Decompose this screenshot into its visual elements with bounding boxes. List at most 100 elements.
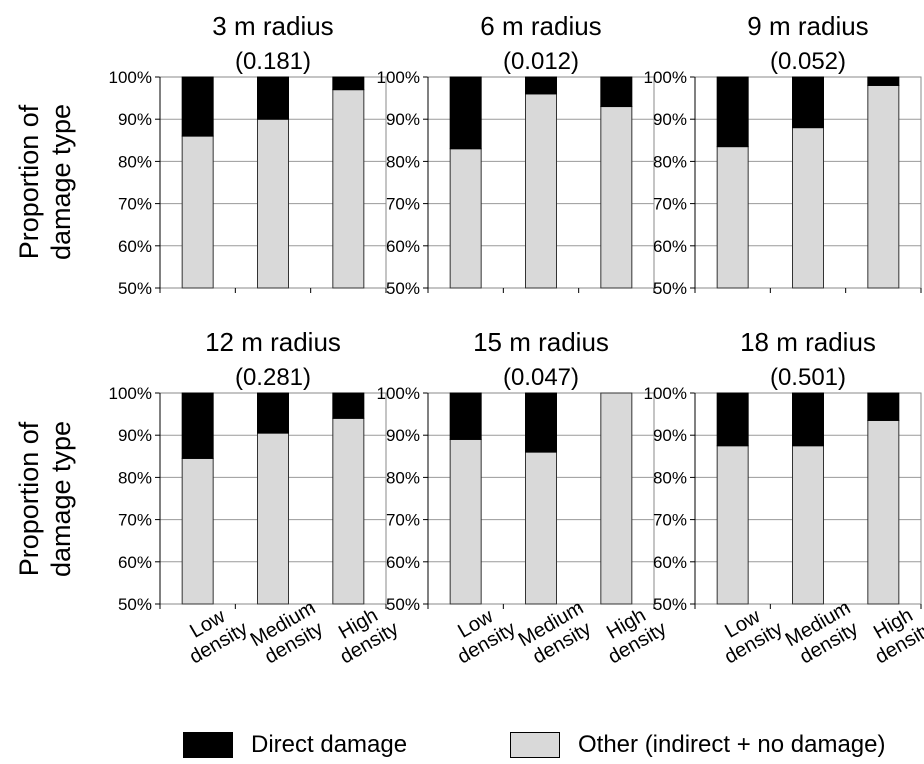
y-tick-label: 50% — [653, 279, 687, 298]
bar-direct — [257, 392, 289, 434]
y-tick-label: 80% — [653, 468, 687, 487]
bar-direct — [600, 76, 633, 108]
y-axis-label-line-1: Proportion of — [14, 104, 44, 259]
bar-direct — [792, 392, 824, 447]
y-tick-label: 50% — [118, 595, 152, 614]
bar-direct — [332, 76, 365, 91]
panel-title: 9 m radius — [747, 11, 868, 41]
y-tick-label: 100% — [644, 68, 687, 87]
panel-title: 3 m radius — [212, 11, 333, 41]
y-tick-label: 90% — [653, 110, 687, 129]
bar-direct — [867, 76, 900, 86]
x-tick-label: Lowdensity — [175, 599, 252, 669]
y-tick-label: 70% — [118, 195, 152, 214]
y-axis-label-line-2: damage type — [46, 421, 76, 577]
y-tick-label: 60% — [118, 237, 152, 256]
y-axis-label-bottom-row: Proportion of damage type — [14, 421, 76, 577]
y-tick-label: 70% — [118, 511, 152, 530]
bar-direct — [449, 76, 482, 150]
bar-other — [600, 392, 633, 605]
x-tick-label: Lowdensity — [443, 599, 520, 669]
y-tick-label: 60% — [653, 237, 687, 256]
bar-other — [257, 118, 289, 289]
y-tick-label: 60% — [118, 553, 152, 572]
chart-panel: 3 m radius (0.181) 50% 60% 70% 80% 90% 100% — [109, 11, 387, 298]
bar-other — [600, 106, 633, 289]
y-tick-label: 80% — [118, 152, 152, 171]
bar-other — [716, 445, 749, 605]
bar-other — [525, 451, 557, 605]
y-tick-label: 90% — [118, 110, 152, 129]
bar-other — [449, 438, 482, 605]
stacked-bar-chart-grid: Proportion of damage type Proportion of … — [14, 11, 924, 671]
panel-subtitle: (0.501) — [770, 364, 846, 391]
y-tick-label: 70% — [386, 195, 420, 214]
y-tick-label: 50% — [118, 279, 152, 298]
y-tick-label: 80% — [118, 468, 152, 487]
chart-panel: 15 m radius (0.047) 50% 60% 70% 80% 90% 100% Low… — [377, 327, 671, 671]
y-tick-label: 100% — [109, 384, 152, 403]
bar-direct — [181, 392, 214, 459]
x-tick-label: Mediumdensity — [515, 597, 599, 671]
y-tick-label: 90% — [118, 426, 152, 445]
chart-panel: 18 m radius (0.501) 50% 60% 70% 80% 90% 100% Low… — [644, 327, 924, 669]
bar-direct — [332, 392, 365, 419]
bar-direct — [181, 76, 214, 137]
y-tick-label: 100% — [377, 68, 420, 87]
bar-direct — [525, 76, 557, 95]
chart-panel: 9 m radius (0.052) 50% 60% 70% 80% 90% 100% — [644, 11, 922, 298]
legend-swatch-other — [510, 732, 560, 758]
y-tick-label: 50% — [386, 279, 420, 298]
y-tick-label: 80% — [653, 152, 687, 171]
legend-label-other: Other (indirect + no damage) — [578, 731, 886, 758]
x-tick-label: Mediumdensity — [247, 597, 331, 671]
y-tick-label: 70% — [653, 511, 687, 530]
y-tick-label: 100% — [377, 384, 420, 403]
y-tick-label: 70% — [386, 511, 420, 530]
legend-item-other: Other (indirect + no damage) — [510, 727, 886, 763]
bar-direct — [525, 392, 557, 453]
bar-other — [867, 84, 900, 289]
bar-other — [716, 146, 749, 289]
panel-title: 6 m radius — [480, 11, 601, 41]
bar-direct — [867, 392, 900, 421]
bar-other — [525, 93, 557, 289]
y-axis-label-line-2: damage type — [46, 104, 76, 260]
y-axis-label-line-1: Proportion of — [14, 421, 44, 576]
panel-title: 15 m radius — [473, 327, 609, 357]
bar-other — [792, 445, 824, 605]
y-tick-label: 50% — [653, 595, 687, 614]
y-tick-label: 100% — [109, 68, 152, 87]
bar-direct — [716, 76, 749, 148]
chart-panel: 12 m radius (0.281) 50% 60% 70% 80% 90% 100% Low… — [109, 327, 403, 671]
panel-subtitle: (0.047) — [503, 364, 579, 391]
x-tick-label: Lowdensity — [710, 599, 787, 669]
y-tick-label: 60% — [386, 237, 420, 256]
y-tick-label: 100% — [644, 384, 687, 403]
panel-subtitle: (0.181) — [235, 48, 311, 75]
y-tick-label: 50% — [386, 595, 420, 614]
panel-title: 12 m radius — [205, 327, 341, 357]
y-tick-label: 80% — [386, 468, 420, 487]
bar-direct — [792, 76, 824, 129]
chart-panels: 3 m radius (0.181) 50% 60% 70% 80% 90% 100% 6 m … — [109, 11, 924, 671]
y-tick-label: 90% — [653, 426, 687, 445]
panel-title: 18 m radius — [740, 327, 876, 357]
bar-direct — [449, 392, 482, 440]
y-tick-label: 90% — [386, 110, 420, 129]
chart-panel: 6 m radius (0.012) 50% 60% 70% 80% 90% 100% — [377, 11, 655, 298]
y-tick-label: 70% — [653, 195, 687, 214]
bar-other — [181, 457, 214, 605]
y-tick-label: 90% — [386, 426, 420, 445]
bar-other — [792, 127, 824, 289]
bar-other — [332, 417, 365, 605]
bar-direct — [257, 76, 289, 120]
x-tick-label: Highdensity — [860, 599, 924, 669]
legend-swatch-direct — [183, 732, 233, 758]
legend: Direct damage Other (indirect + no damag… — [0, 727, 924, 763]
panel-subtitle: (0.052) — [770, 48, 846, 75]
legend-label-direct: Direct damage — [251, 731, 408, 758]
y-tick-label: 60% — [653, 553, 687, 572]
bar-other — [257, 432, 289, 605]
y-axis-label-top-row: Proportion of damage type — [14, 104, 76, 260]
